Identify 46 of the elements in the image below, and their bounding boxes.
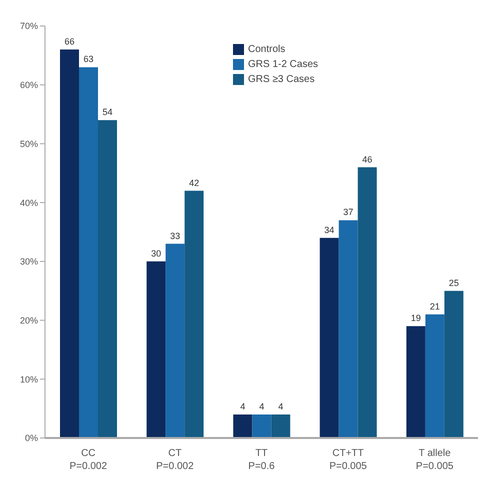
bar	[444, 290, 464, 438]
bar	[166, 244, 185, 438]
bar	[184, 190, 204, 438]
data-label: 21	[430, 301, 440, 312]
x-tick-label: T allele P=0.005	[416, 448, 454, 472]
data-label: 63	[83, 54, 94, 64]
y-tick-label: 60%	[20, 80, 38, 90]
bar	[358, 167, 377, 438]
x-tick-label: CT P=0.002	[156, 448, 194, 472]
y-tick-label: 30%	[20, 256, 38, 267]
y-tick-label: 70%	[20, 21, 38, 32]
legend-label: GRS 1-2 Cases	[248, 59, 318, 70]
legend-label: Controls	[248, 44, 286, 55]
data-label: 33	[170, 230, 180, 241]
bar	[98, 120, 117, 438]
x-tick-label: TT P=0.6	[248, 448, 276, 472]
y-tick-label: 40%	[20, 198, 38, 208]
data-label: 34	[324, 224, 334, 235]
bar	[425, 314, 444, 438]
y-tick-label: 50%	[20, 138, 38, 149]
bar	[60, 50, 79, 438]
bar	[338, 220, 358, 438]
data-label: 25	[448, 278, 459, 288]
data-label: 66	[64, 36, 75, 47]
data-label: 4	[259, 401, 264, 412]
data-label: 4	[240, 401, 246, 412]
bar	[271, 414, 290, 438]
bar	[252, 414, 272, 438]
data-label: 42	[189, 178, 200, 188]
data-label: 19	[410, 313, 421, 324]
legend-label: GRS ≥3 Cases	[248, 74, 315, 85]
data-label: 54	[102, 107, 113, 118]
bar	[79, 67, 98, 438]
data-label: 37	[343, 207, 354, 218]
bar	[146, 261, 166, 438]
y-tick-label: 20%	[20, 315, 38, 326]
bar	[233, 414, 252, 438]
data-label: 46	[362, 154, 372, 164]
y-tick-label: 10%	[20, 374, 38, 384]
data-label: 4	[278, 401, 284, 412]
data-label: 30	[151, 248, 162, 258]
y-tick-label: 0%	[24, 433, 38, 444]
bar	[320, 238, 339, 438]
x-tick-label: CT+TT P=0.005	[329, 448, 368, 472]
bar	[406, 326, 426, 438]
x-tick-label: CC P=0.002	[70, 448, 108, 472]
